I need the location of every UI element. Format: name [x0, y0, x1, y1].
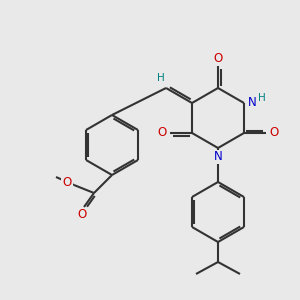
Text: O: O — [158, 127, 166, 140]
Text: N: N — [214, 151, 222, 164]
Text: O: O — [62, 176, 72, 190]
Text: H: H — [157, 73, 165, 83]
Text: H: H — [258, 93, 266, 103]
Text: N: N — [248, 97, 256, 110]
Text: O: O — [77, 208, 87, 221]
Text: O: O — [269, 127, 279, 140]
Text: O: O — [213, 52, 223, 64]
